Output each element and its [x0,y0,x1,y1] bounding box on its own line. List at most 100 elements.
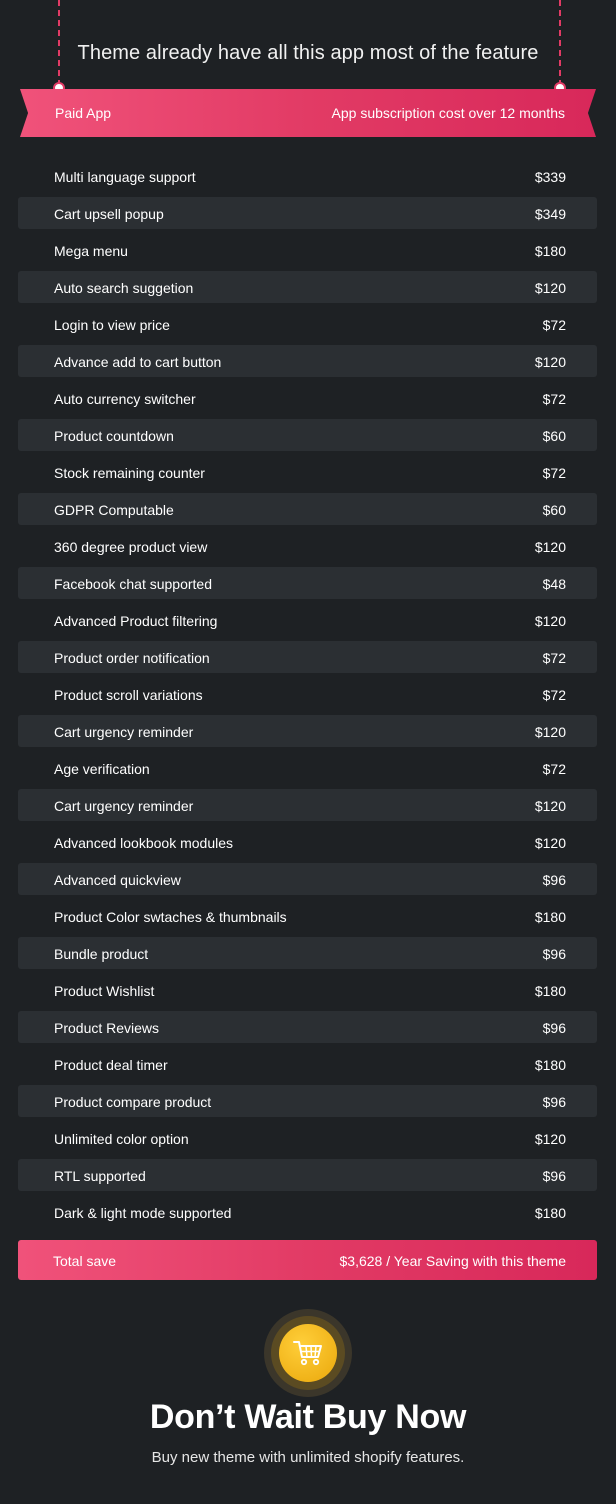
feature-name: Product Wishlist [54,983,155,999]
feature-price: $60 [542,502,566,518]
feature-name: Product countdown [54,428,174,444]
feature-price: $96 [542,946,566,962]
table-row: Mega menu $180 [18,234,597,266]
total-save-bar: Total save $3,628 / Year Saving with thi… [18,1240,597,1280]
feature-price: $349 [534,206,566,222]
table-row: Product order notification $72 [18,641,597,673]
feature-price: $180 [534,983,566,999]
feature-name: Advanced lookbook modules [54,835,234,851]
hanging-string-right [559,0,561,86]
cart-icon [293,1341,322,1366]
feature-name: 360 degree product view [54,539,208,555]
feature-price: $72 [542,465,566,481]
feature-price: $96 [542,1020,566,1036]
table-row: Product Reviews $96 [18,1011,597,1043]
feature-price: $180 [534,243,566,259]
section-heading: Theme already have all this app most of … [77,42,539,64]
feature-price: $339 [534,169,566,185]
feature-name: Cart urgency reminder [54,724,194,740]
feature-price: $60 [542,428,566,444]
feature-price: $96 [542,1094,566,1110]
feature-price-table: Multi language support $339 Cart upsell po… [18,160,597,1233]
feature-price: $120 [534,613,566,629]
table-row: Cart urgency reminder $120 [18,789,597,821]
header-subscription-cost: App subscription cost over 12 months [331,105,565,121]
table-row: Age verification $72 [18,752,597,784]
feature-name: Unlimited color option [54,1131,189,1147]
feature-price: $180 [534,1057,566,1073]
table-row: Login to view price $72 [18,308,597,340]
feature-name: Advanced quickview [54,872,181,888]
feature-name: Login to view price [54,317,170,333]
feature-name: Bundle product [54,946,149,962]
feature-name: Facebook chat supported [54,576,212,592]
feature-price: $180 [534,1205,566,1221]
table-row: Product countdown $60 [18,419,597,451]
feature-price: $120 [534,354,566,370]
feature-price: $72 [542,687,566,703]
table-row: GDPR Computable $60 [18,493,597,525]
table-row: 360 degree product view $120 [18,530,597,562]
feature-price: $72 [542,761,566,777]
feature-name: GDPR Computable [54,502,174,518]
table-row: Unlimited color option $120 [18,1122,597,1154]
feature-price: $72 [542,650,566,666]
header-paid-app: Paid App [55,105,112,121]
table-row: Advance add to cart button $120 [18,345,597,377]
feature-name: Product Color swtaches & thumbnails [54,909,287,925]
table-row: Dark & light mode supported $180 [18,1196,597,1228]
feature-price: $120 [534,539,566,555]
table-row: Stock remaining counter $72 [18,456,597,488]
feature-name: Product Reviews [54,1020,160,1036]
table-row: Advanced quickview $96 [18,863,597,895]
table-header-ribbon: Paid App App subscription cost over 12 m… [20,89,596,137]
feature-name: Auto search suggetion [54,280,194,296]
table-row: RTL supported $96 [18,1159,597,1191]
hanging-string-left [58,0,60,86]
buy-now-cart-button[interactable] [279,1324,337,1382]
table-row: Product Wishlist $180 [18,974,597,1006]
feature-price: $48 [542,576,566,592]
feature-name: Multi language support [54,169,196,185]
feature-price: $120 [534,798,566,814]
feature-name: Cart urgency reminder [54,798,194,814]
table-row: Cart upsell popup $349 [18,197,597,229]
feature-name: Cart upsell popup [54,206,164,222]
table-row: Advanced Product filtering $120 [18,604,597,636]
table-row: Product deal timer $180 [18,1048,597,1080]
table-row: Product scroll variations $72 [18,678,597,710]
feature-price: $120 [534,1131,566,1147]
table-row: Facebook chat supported $48 [18,567,597,599]
feature-name: Product compare product [54,1094,212,1110]
feature-name: RTL supported [54,1168,146,1184]
cta-subtitle: Buy new theme with unlimited shopify fea… [151,1449,465,1466]
feature-name: Product scroll variations [54,687,203,703]
table-row: Product Color swtaches & thumbnails $180 [18,900,597,932]
feature-price: $96 [542,872,566,888]
table-row: Advanced lookbook modules $120 [18,826,597,858]
feature-price: $120 [534,724,566,740]
table-row: Bundle product $96 [18,937,597,969]
feature-name: Auto currency switcher [54,391,196,407]
feature-name: Product order notification [54,650,210,666]
table-row: Auto currency switcher $72 [18,382,597,414]
feature-price: $120 [534,835,566,851]
feature-price: $72 [542,391,566,407]
feature-name: Stock remaining counter [54,465,205,481]
table-row: Cart urgency reminder $120 [18,715,597,747]
feature-price: $72 [542,317,566,333]
feature-price: $180 [534,909,566,925]
table-row: Auto search suggetion $120 [18,271,597,303]
feature-name: Advance add to cart button [54,354,222,370]
total-save-value: $3,628 / Year Saving with this theme [339,1253,566,1269]
table-row: Product compare product $96 [18,1085,597,1117]
cta-title: Don’t Wait Buy Now [149,1398,467,1436]
total-save-label: Total save [53,1253,117,1269]
feature-name: Advanced Product filtering [54,613,218,629]
feature-name: Product deal timer [54,1057,168,1073]
feature-name: Mega menu [54,243,128,259]
table-row: Multi language support $339 [18,160,597,192]
feature-name: Dark & light mode supported [54,1205,232,1221]
feature-name: Age verification [54,761,150,777]
